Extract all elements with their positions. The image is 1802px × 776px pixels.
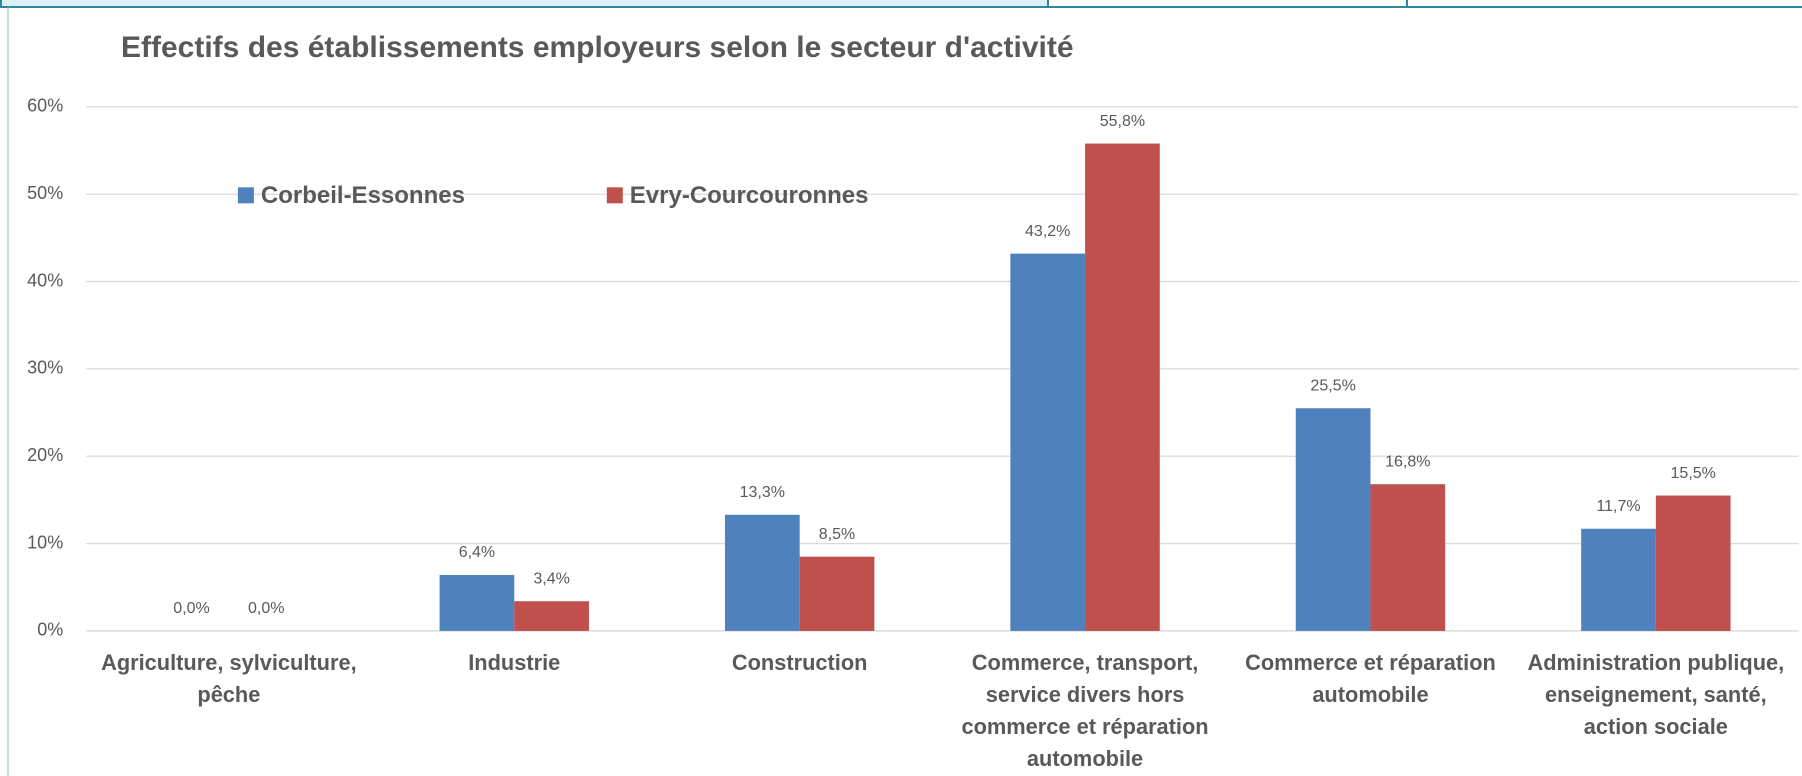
x-tick-label: Administration publique, enseignement, s… [1527, 650, 1785, 740]
data-label: 15,5% [1671, 465, 1716, 482]
x-tick-label: Commerce et réparation automobile [1245, 650, 1496, 708]
bar [724, 514, 800, 631]
x-tick-label: Industrie [468, 650, 561, 676]
bar [1581, 528, 1656, 631]
data-label: 25,5% [1310, 377, 1355, 394]
data-label: 3,4% [533, 570, 569, 587]
bar [1085, 143, 1160, 631]
y-tick-label: 30% [27, 358, 63, 378]
x-tick-label: Construction [731, 650, 868, 676]
bar [799, 556, 875, 631]
bar [439, 575, 515, 631]
y-tick-label: 10% [27, 532, 63, 552]
y-tick-label: 0% [37, 620, 63, 640]
bar [1370, 484, 1446, 631]
data-label: 8,5% [819, 526, 855, 543]
data-label: 6,4% [459, 544, 495, 561]
x-tick-label: Commerce, transport, service divers hors… [961, 650, 1209, 772]
legend-label: Corbeil-Essonnes [261, 182, 465, 209]
legend-swatch [606, 187, 623, 204]
y-tick-label: 40% [27, 270, 63, 290]
data-label: 13,3% [740, 484, 785, 501]
y-tick-label: 20% [27, 445, 63, 465]
bar [1010, 253, 1086, 631]
bar [1295, 408, 1371, 631]
header-cell [1406, 0, 1802, 8]
bar [1655, 495, 1731, 631]
legend-swatch [237, 187, 254, 204]
legend-label: Evry-Courcouronnes [630, 182, 869, 209]
data-label: 11,7% [1596, 498, 1640, 515]
bar [514, 601, 589, 631]
data-label: 43,2% [1025, 223, 1070, 240]
x-tick-label: Agriculture, sylviculture, pêche [101, 650, 357, 708]
data-label: 0,0% [248, 600, 284, 617]
y-tick-label: 60% [27, 96, 63, 116]
y-tick-label: 50% [27, 183, 63, 203]
data-label: 0,0% [173, 600, 209, 617]
header-cell [0, 0, 1049, 8]
chart-title: Effectifs des établissements employeurs … [121, 31, 1074, 64]
header-cell [1047, 0, 1408, 8]
data-label: 16,8% [1385, 453, 1430, 470]
data-label: 55,8% [1100, 113, 1145, 130]
